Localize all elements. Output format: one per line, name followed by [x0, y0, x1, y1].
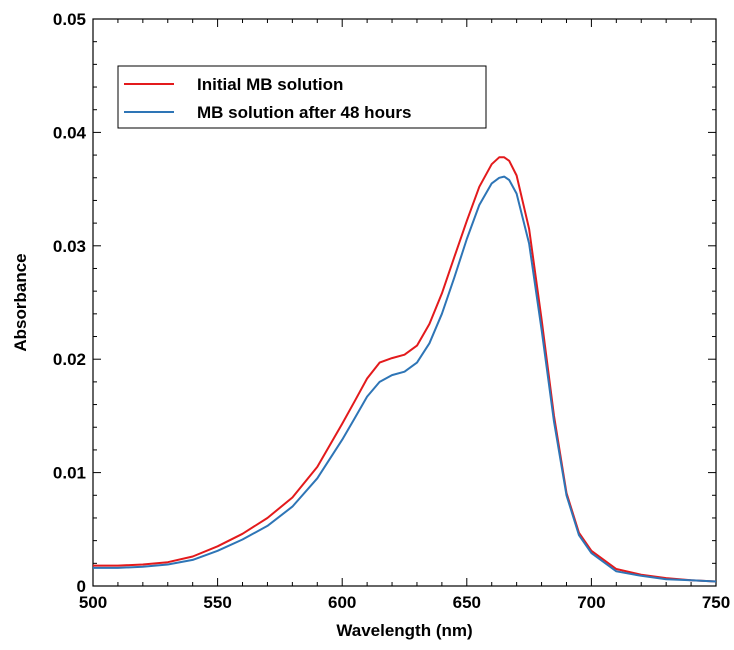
y-tick-label: 0.05	[53, 10, 86, 29]
y-tick-label: 0.01	[53, 464, 86, 483]
x-tick-label: 500	[79, 593, 107, 612]
legend-label-initial: Initial MB solution	[197, 75, 343, 94]
y-tick-label: 0.03	[53, 237, 86, 256]
y-tick-label: 0.04	[53, 123, 87, 142]
legend: Initial MB solution MB solution after 48…	[117, 65, 487, 129]
plot-frame	[92, 18, 717, 587]
series-line-48h	[93, 175, 717, 583]
series-line-initial	[93, 156, 717, 583]
y-axis-title: Absorbance	[11, 253, 30, 351]
legend-box	[117, 65, 487, 129]
x-tick-label: 550	[203, 593, 231, 612]
legend-label-48h: MB solution after 48 hours	[197, 103, 411, 122]
x-axis-title: Wavelength (nm)	[336, 621, 472, 640]
x-tick-label: 650	[453, 593, 481, 612]
x-tick-label: 750	[702, 593, 730, 612]
y-tick-label: 0.02	[53, 350, 86, 369]
y-tick-label: 0	[77, 577, 86, 596]
x-tick-label: 700	[577, 593, 605, 612]
x-tick-label: 600	[328, 593, 356, 612]
